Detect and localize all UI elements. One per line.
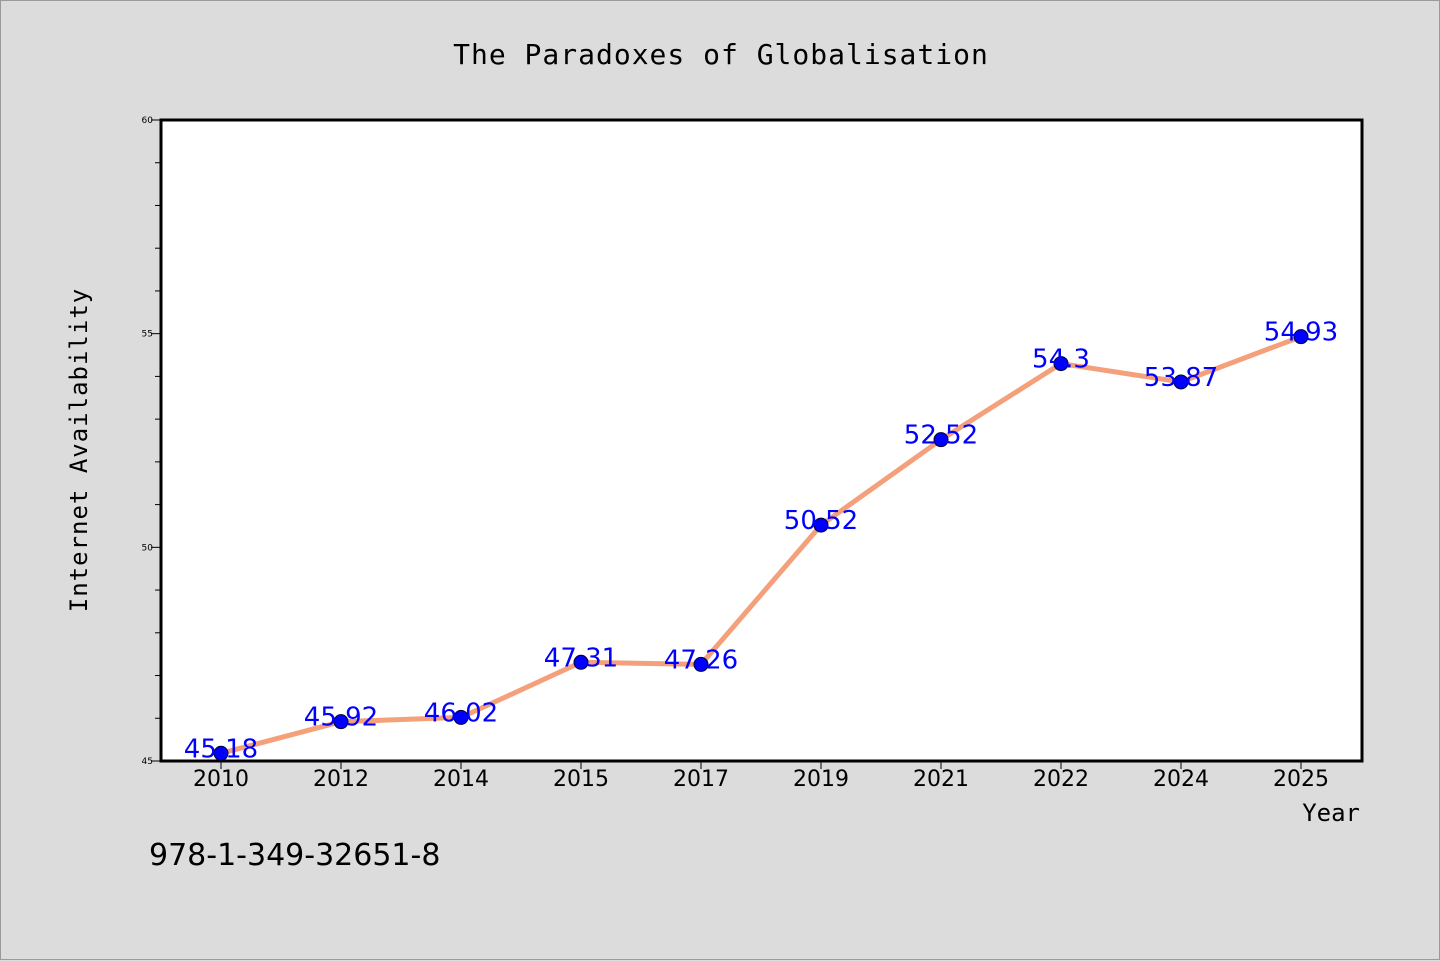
data-label: 45.18 — [184, 734, 258, 764]
data-point — [453, 709, 469, 725]
data-label: 45.92 — [304, 703, 378, 733]
x-tick-label: 2015 — [553, 767, 609, 792]
y-tick-label: 55 — [142, 330, 153, 340]
y-tick-label: 45 — [142, 757, 153, 767]
series-layer: 45.18 45.92 46.02 47.31 47.26 50.52 52.52 54.3 5… — [184, 318, 1338, 765]
x-tick-label: 2025 — [1273, 767, 1329, 792]
footer-isbn: 978-1-349-32651-8 — [149, 838, 440, 873]
x-axis-label: Year — [1302, 799, 1360, 827]
plot-area — [159, 118, 1364, 763]
x-axis-ticks: 2010 2012 2014 2015 2017 2019 2021 2022 2024 2025 — [193, 761, 1329, 792]
chart-title: The Paradoxes of Globalisation — [453, 38, 989, 71]
y-axis-label: Internet Availability — [65, 288, 93, 612]
x-tick-label: 2024 — [1153, 767, 1209, 792]
x-tick-label: 2012 — [313, 767, 369, 792]
x-tick-label: 2022 — [1033, 767, 1089, 792]
data-point — [573, 654, 589, 670]
x-tick-label: 2019 — [793, 767, 849, 792]
x-tick-label: 2017 — [673, 767, 729, 792]
data-point — [213, 745, 229, 761]
data-label: 46.02 — [424, 698, 498, 728]
data-point — [1173, 374, 1189, 390]
data-label: 50.52 — [784, 506, 858, 536]
x-tick-label: 2010 — [193, 767, 249, 792]
x-tick-label: 2014 — [433, 767, 489, 792]
y-axis-ticks: 45 50 55 60 — [142, 116, 161, 767]
series-line — [218, 334, 1304, 756]
data-point — [333, 714, 349, 730]
y-tick-label: 60 — [142, 116, 154, 126]
y-tick-label: 50 — [142, 543, 154, 553]
data-label: 53.87 — [1144, 363, 1218, 393]
data-label: 47.31 — [544, 643, 618, 673]
data-point — [1053, 356, 1069, 372]
data-point — [693, 656, 709, 672]
data-label: 54.93 — [1264, 318, 1338, 348]
data-point — [1293, 329, 1309, 345]
data-label: 47.26 — [664, 645, 738, 675]
x-tick-label: 2021 — [913, 767, 969, 792]
data-point — [933, 432, 949, 448]
data-label: 54.3 — [1032, 345, 1090, 375]
data-point — [813, 517, 829, 533]
data-label: 52.52 — [904, 421, 978, 451]
